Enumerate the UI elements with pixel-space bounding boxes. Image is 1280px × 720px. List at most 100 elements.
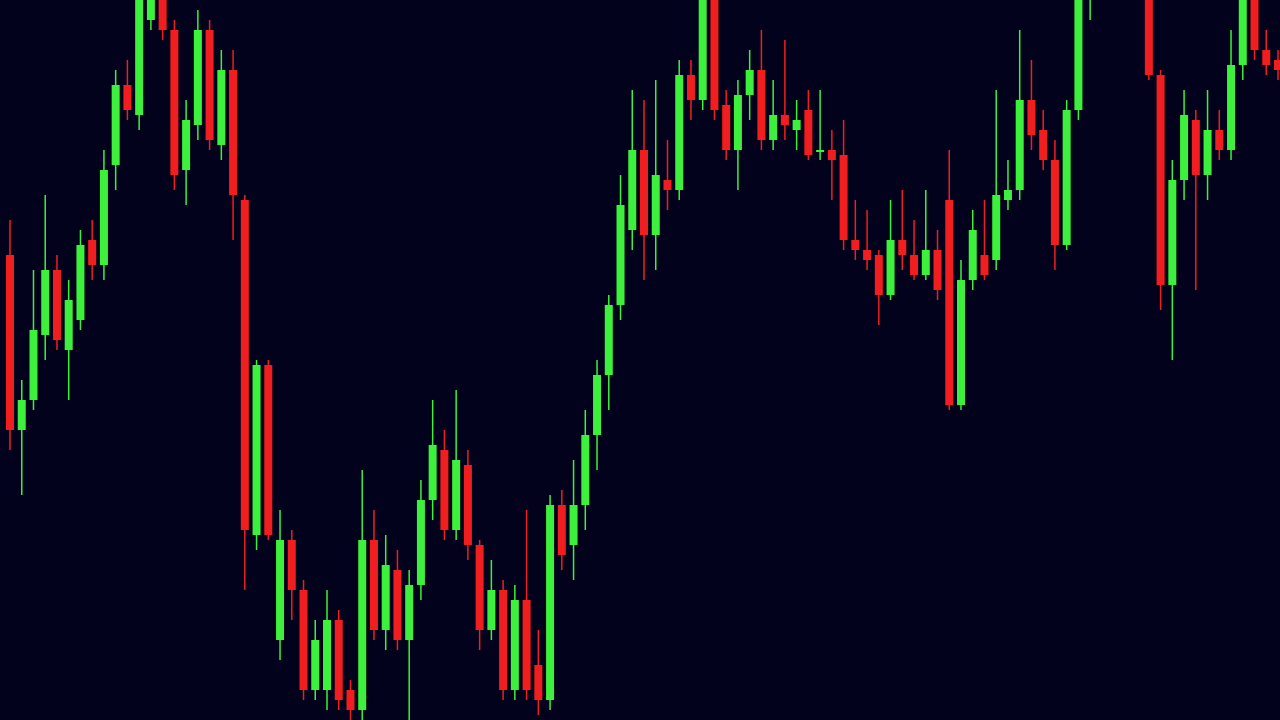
candle-body — [546, 505, 555, 700]
candle-body — [440, 450, 449, 530]
candle-body — [182, 120, 191, 170]
candle-body — [323, 620, 331, 690]
candle-body — [945, 200, 954, 405]
candle-body — [534, 665, 543, 700]
candle-body — [757, 70, 766, 140]
candle-body — [698, 0, 707, 100]
candle-body — [957, 280, 965, 405]
candle-body — [1180, 115, 1189, 180]
candle-body — [874, 255, 883, 295]
candle-body — [522, 600, 531, 690]
candle-body — [205, 30, 214, 140]
candle-body — [804, 110, 813, 155]
candle-body — [980, 255, 989, 275]
candle-body — [780, 115, 789, 125]
candle-body — [146, 0, 155, 20]
candle-body — [816, 150, 825, 152]
candle-body — [1215, 130, 1224, 150]
candle-body — [123, 85, 132, 110]
candle-body — [405, 585, 414, 640]
candle-body — [29, 330, 38, 400]
candle-body — [604, 305, 613, 375]
candle-body — [686, 75, 695, 100]
candle-body — [135, 0, 144, 115]
candle-body — [1191, 120, 1200, 175]
candle-body — [827, 150, 836, 160]
candle-body — [1062, 110, 1071, 245]
candle-body — [217, 70, 226, 145]
candle-body — [276, 540, 285, 640]
candle-body — [487, 590, 496, 630]
candle-body — [299, 590, 308, 690]
candle-body — [745, 70, 754, 95]
candle-body — [346, 690, 355, 710]
candle-body — [886, 240, 895, 295]
candle-body — [170, 30, 179, 175]
candle-body — [428, 445, 437, 500]
plot-area — [6, 0, 1280, 720]
candle-body — [463, 465, 472, 545]
candle-body — [898, 240, 907, 255]
candle-body — [111, 85, 120, 165]
candle-body — [1039, 130, 1048, 160]
candle-body — [76, 245, 85, 320]
candle-body — [1274, 60, 1280, 70]
candle-body — [1203, 130, 1212, 175]
candle-body — [792, 120, 801, 130]
candle-body — [358, 540, 367, 710]
candle-body — [334, 620, 343, 700]
candle-body — [616, 205, 625, 305]
candle-body — [1238, 0, 1247, 65]
candle-body — [651, 175, 660, 235]
candle-body — [839, 155, 848, 240]
candle-body — [311, 640, 320, 690]
candle-body — [416, 500, 425, 585]
candle-body — [1027, 100, 1036, 135]
candle-body — [569, 505, 578, 545]
candle-body — [52, 270, 61, 340]
candle-body — [1250, 0, 1259, 50]
candle-body — [769, 115, 778, 140]
candle-body — [593, 375, 602, 435]
candle-body — [722, 105, 731, 150]
candle-body — [475, 545, 484, 630]
candle-body — [499, 590, 508, 690]
candle-body — [933, 250, 942, 290]
candle-body — [910, 255, 919, 275]
candle-body — [17, 400, 26, 430]
candle-body — [1074, 0, 1083, 110]
candle-body — [64, 300, 73, 350]
candle-body — [1050, 160, 1059, 245]
candle-body — [1156, 75, 1165, 285]
candle-body — [663, 180, 672, 190]
candle-body — [1227, 65, 1236, 150]
candle-body — [1262, 50, 1271, 65]
candle-body — [675, 75, 684, 190]
candle-body — [992, 195, 1001, 260]
candle-body — [1144, 0, 1153, 75]
candle-body — [1003, 190, 1012, 200]
candle-body — [88, 240, 97, 265]
candle-body — [158, 0, 167, 30]
candle-body — [99, 170, 108, 265]
candle-body — [393, 570, 402, 640]
candle-body — [252, 365, 261, 535]
candle-body — [710, 0, 719, 110]
candle-body — [510, 600, 519, 690]
candle-body — [733, 95, 742, 150]
candle-body — [1015, 100, 1024, 190]
candle-body — [581, 435, 590, 505]
candle-body — [381, 565, 390, 630]
candle-body — [640, 150, 648, 235]
candle-body — [287, 540, 296, 590]
candle-body — [240, 200, 249, 530]
candle-body — [369, 540, 378, 630]
candle-body — [1168, 180, 1177, 285]
candle-body — [6, 255, 14, 430]
candle-body — [851, 240, 860, 250]
candle-body — [264, 365, 273, 535]
candle-body — [193, 30, 202, 125]
candle-body — [229, 70, 238, 195]
